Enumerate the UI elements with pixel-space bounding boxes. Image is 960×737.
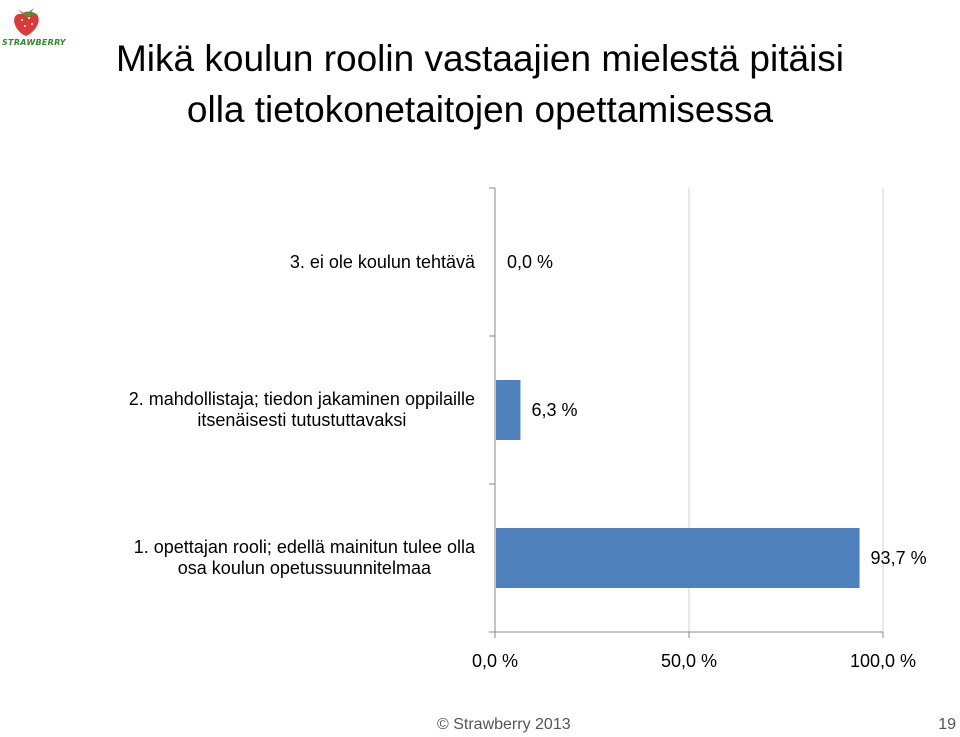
strawberry-logo	[14, 8, 39, 36]
footer-copyright: © Strawberry 2013	[437, 716, 571, 733]
bar-2	[496, 380, 521, 440]
category-label-line: osa koulun opetussuunnitelmaa	[177, 558, 431, 578]
data-labels: 0,0 % 6,3 % 93,7 %	[507, 252, 927, 568]
category-label-line: itsenäisesti tutustuttavaksi	[197, 410, 407, 430]
category-label-line: 2. mahdollistaja; tiedon jakaminen oppil…	[128, 389, 475, 409]
page-number: 19	[938, 716, 956, 733]
category-label-line: 3. ei ole koulun tehtävä	[289, 251, 475, 272]
logo-wordmark: STRAWBERRY	[2, 38, 66, 47]
bars	[496, 380, 860, 588]
category-label-3: 1. opettajan rooli; edellä mainitun tule…	[134, 537, 475, 579]
axes	[489, 187, 884, 638]
category-label-line: 1. opettajan rooli; edellä mainitun tule…	[133, 537, 475, 557]
data-label-3: 93,7 %	[871, 548, 927, 568]
strawberry-icon	[14, 8, 39, 36]
x-tick-label: 50,0 %	[661, 651, 717, 671]
data-label-2: 6,3 %	[531, 400, 577, 420]
category-label-2: 2. mahdollistaja; tiedon jakaminen oppil…	[129, 389, 475, 431]
x-tick-label: 100,0 %	[850, 651, 916, 671]
bar-3	[496, 528, 860, 588]
category-label-1: 3. ei ole koulun tehtävä	[290, 252, 475, 273]
x-tick-label: 0,0 %	[472, 651, 518, 671]
x-tick-labels: 0,0 % 50,0 % 100,0 %	[472, 651, 916, 671]
slide-title-line-2: olla tietokonetaitojen opettamisessa	[186, 89, 774, 130]
data-label-1: 0,0 %	[507, 252, 553, 272]
slide-title-line-1: Mikä koulun roolin vastaajien mielestä p…	[115, 38, 845, 79]
